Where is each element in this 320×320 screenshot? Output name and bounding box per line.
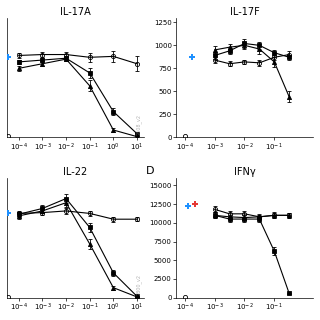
Title: IFNγ: IFNγ bbox=[234, 167, 255, 177]
Text: D: D bbox=[146, 166, 154, 176]
Title: IL-22: IL-22 bbox=[63, 167, 88, 177]
Title: IL-17A: IL-17A bbox=[60, 7, 91, 17]
Text: 2800_v2: 2800_v2 bbox=[136, 274, 141, 295]
Text: 2608_v2: 2608_v2 bbox=[136, 114, 141, 135]
Title: IL-17F: IL-17F bbox=[230, 7, 259, 17]
